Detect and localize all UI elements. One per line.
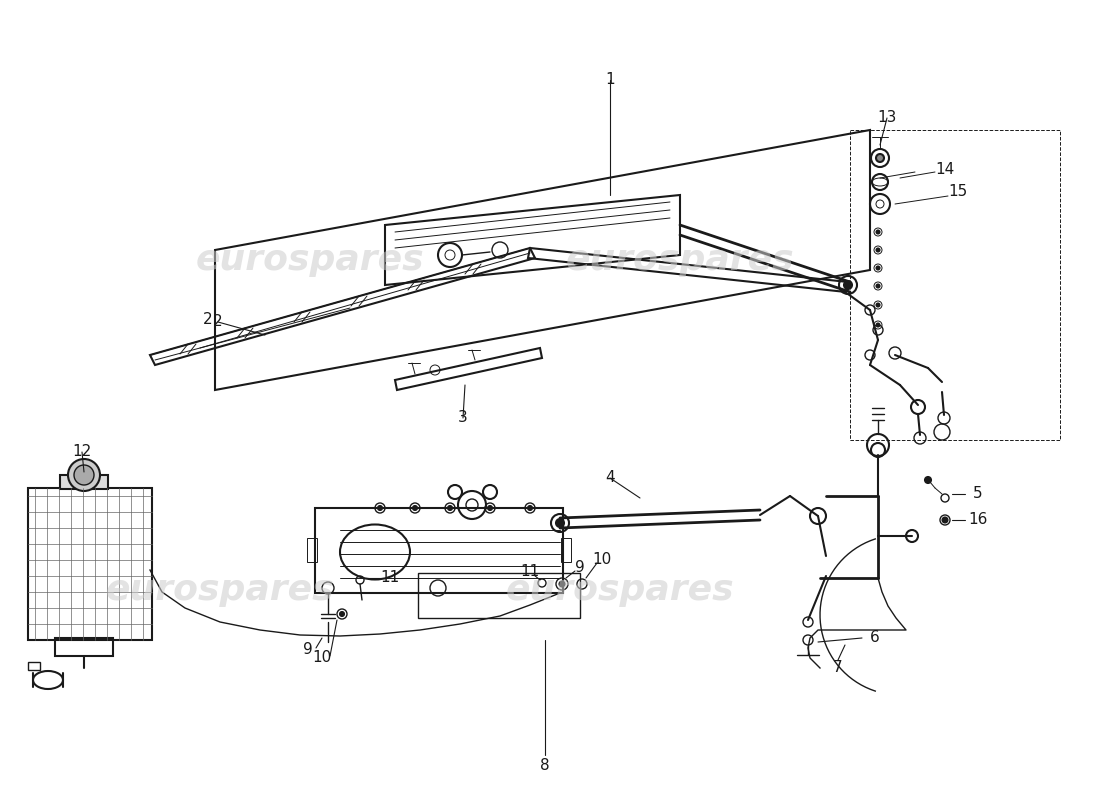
- Text: eurospares: eurospares: [565, 243, 794, 277]
- Text: eurospares: eurospares: [106, 573, 334, 607]
- Circle shape: [925, 477, 931, 483]
- Text: 10: 10: [593, 553, 612, 567]
- Bar: [28, 662, 40, 670]
- Circle shape: [378, 506, 382, 510]
- Text: 2: 2: [213, 314, 223, 330]
- Text: 6: 6: [870, 630, 880, 646]
- Circle shape: [877, 230, 880, 234]
- Circle shape: [448, 506, 452, 510]
- Text: eurospares: eurospares: [196, 243, 425, 277]
- Text: 15: 15: [948, 185, 968, 199]
- Text: 1: 1: [605, 73, 615, 87]
- Text: 2: 2: [204, 313, 212, 327]
- Text: 4: 4: [605, 470, 615, 486]
- Circle shape: [74, 465, 94, 485]
- Text: 9: 9: [575, 561, 585, 575]
- Text: 3: 3: [458, 410, 468, 426]
- Bar: [28, 488, 152, 640]
- Circle shape: [528, 506, 532, 510]
- Bar: [315, 508, 563, 593]
- Circle shape: [943, 518, 947, 522]
- Circle shape: [877, 249, 880, 251]
- Circle shape: [68, 459, 100, 491]
- Text: 10: 10: [312, 650, 331, 666]
- Circle shape: [488, 506, 492, 510]
- Circle shape: [876, 154, 884, 162]
- Circle shape: [877, 303, 880, 306]
- Circle shape: [560, 582, 564, 586]
- Bar: [418, 573, 580, 618]
- Circle shape: [877, 266, 880, 270]
- Circle shape: [556, 519, 564, 527]
- Circle shape: [412, 506, 417, 510]
- Text: 16: 16: [968, 513, 988, 527]
- Text: 5: 5: [974, 486, 982, 502]
- Text: 8: 8: [540, 758, 550, 773]
- Circle shape: [877, 323, 880, 326]
- Circle shape: [877, 285, 880, 287]
- Text: 11: 11: [520, 565, 540, 579]
- Text: 7: 7: [833, 661, 843, 675]
- Text: eurospares: eurospares: [506, 573, 735, 607]
- Text: 12: 12: [73, 445, 91, 459]
- Text: 14: 14: [935, 162, 955, 178]
- Text: 9: 9: [304, 642, 312, 658]
- Text: 13: 13: [878, 110, 896, 126]
- Text: 11: 11: [381, 570, 399, 586]
- Circle shape: [340, 612, 344, 616]
- Bar: [60, 475, 108, 489]
- Circle shape: [844, 281, 852, 289]
- Bar: [307, 538, 317, 562]
- Bar: [55, 638, 113, 656]
- Bar: [561, 538, 571, 562]
